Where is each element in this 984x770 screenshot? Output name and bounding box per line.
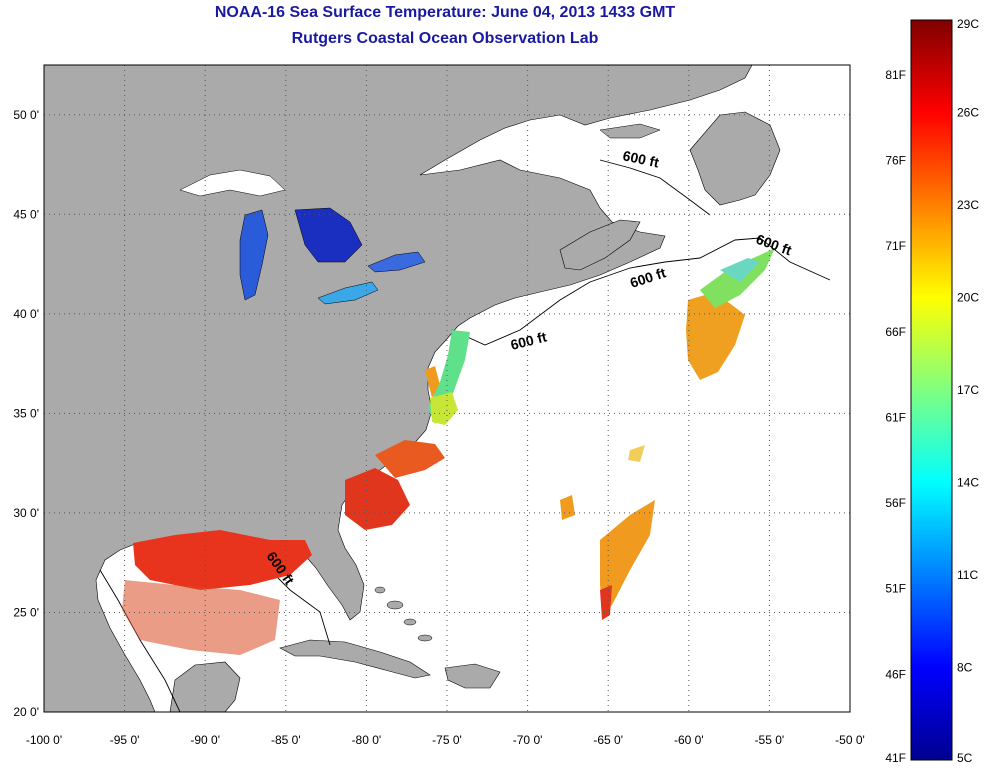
yucatan-land xyxy=(169,661,241,712)
colorbar-celsius-label: 8C xyxy=(957,661,973,675)
longitude-tick-label: -50 0' xyxy=(835,733,865,747)
latitude-tick-label: 35 0' xyxy=(13,406,39,420)
colorbar-fahrenheit-label: 81F xyxy=(885,68,906,82)
longitude-tick-label: -95 0' xyxy=(110,733,140,747)
newfoundland-land xyxy=(689,111,781,206)
latitude-tick-label: 45 0' xyxy=(13,207,39,221)
contour-label-1: 600 ft xyxy=(621,147,660,170)
longitude-tick-label: -100 0' xyxy=(26,733,62,747)
colorbar-celsius-label: 23C xyxy=(957,198,979,212)
colorbar-fahrenheit-label: 51F xyxy=(885,582,906,596)
nova-scotia-land xyxy=(559,219,641,271)
colorbar-celsius-label: 17C xyxy=(957,383,979,397)
colorbar-fahrenheit-label: 56F xyxy=(885,496,906,510)
cuba-land xyxy=(279,639,431,679)
colorbar-fahrenheit-label: 76F xyxy=(885,153,906,167)
colorbar-celsius-label: 5C xyxy=(957,751,973,765)
latitude-axis: 20 0' 25 0' 30 0' 35 0' 40 0' 45 0' 50 0' xyxy=(13,108,39,719)
gulf-island xyxy=(599,123,661,139)
latitude-tick-label: 50 0' xyxy=(13,108,39,122)
colorbar-fahrenheit-label: 61F xyxy=(885,410,906,424)
colorbar-celsius-label: 29C xyxy=(957,17,979,31)
longitude-tick-label: -85 0' xyxy=(271,733,301,747)
latitude-tick-label: 20 0' xyxy=(13,705,39,719)
colorbar-celsius-label: 26C xyxy=(957,106,979,120)
colorbar-labels: 29C 26C 23C 20C 17C 14C 11C 8C 5C 81F 76F 71F 66F 61F… xyxy=(885,17,979,765)
map-frame xyxy=(43,64,851,713)
colorbar-celsius-label: 11C xyxy=(957,568,978,582)
latitude-tick-label: 25 0' xyxy=(13,605,39,619)
map-title: NOAA-16 Sea Surface Temperature: June 04… xyxy=(214,4,676,21)
longitude-tick-label: -55 0' xyxy=(755,733,785,747)
bahamas-islands xyxy=(374,586,433,642)
colorbar-fahrenheit-label: 66F xyxy=(885,325,906,339)
colorbar-scale xyxy=(910,19,953,761)
colorbar-celsius-label: 14C xyxy=(957,476,979,490)
colorbar-fahrenheit-label: 41F xyxy=(885,751,906,765)
hispaniola-land xyxy=(444,663,501,689)
sst-data xyxy=(122,248,775,655)
latitude-tick-label: 30 0' xyxy=(13,506,39,520)
longitude-axis: -100 0' -95 0' -90 0' -85 0' -80 0' -75 0' -70… xyxy=(26,733,865,747)
colorbar-fahrenheit-label: 71F xyxy=(885,239,906,253)
longitude-tick-label: -60 0' xyxy=(674,733,704,747)
map-subtitle: Rutgers Coastal Ocean Observation Lab xyxy=(291,30,599,47)
longitude-tick-label: -75 0' xyxy=(432,733,462,747)
latitude-tick-label: 40 0' xyxy=(13,307,39,321)
longitude-tick-label: -90 0' xyxy=(190,733,220,747)
longitude-tick-label: -80 0' xyxy=(352,733,382,747)
longitude-tick-label: -70 0' xyxy=(513,733,543,747)
great-lakes xyxy=(179,169,426,305)
colorbar-fahrenheit-label: 46F xyxy=(885,667,906,681)
longitude-tick-label: -65 0' xyxy=(593,733,623,747)
colorbar-celsius-label: 20C xyxy=(957,291,979,305)
